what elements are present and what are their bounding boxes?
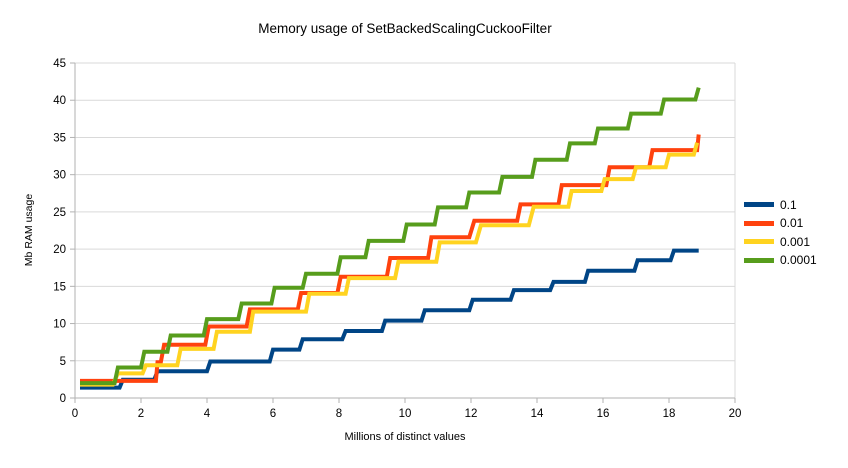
x-tick-label: 0 xyxy=(72,408,78,420)
legend-item-0.1: 0.1 xyxy=(744,197,817,212)
y-tick-label: 10 xyxy=(53,319,66,331)
x-tick-label: 14 xyxy=(531,408,544,420)
chart-title: Memory usage of SetBackedScalingCuckooFi… xyxy=(258,21,552,36)
legend-swatch-0.0001 xyxy=(744,257,774,263)
y-tick-label: 30 xyxy=(53,170,66,182)
y-tick-label: 15 xyxy=(53,281,66,293)
series-line-0.0001 xyxy=(80,87,701,386)
x-tick-label: 10 xyxy=(399,408,412,420)
x-tick-label: 2 xyxy=(138,408,144,420)
x-axis-title: Millions of distinct values xyxy=(344,431,466,443)
series-line-0.001 xyxy=(80,142,700,387)
legend-item-0.01: 0.01 xyxy=(744,216,817,230)
series-line-0.1 xyxy=(80,248,699,390)
legend-swatch-0.1 xyxy=(744,202,774,207)
y-tick-label: 40 xyxy=(53,95,66,107)
legend-swatch-0.001 xyxy=(744,239,774,244)
y-tick-label: 20 xyxy=(53,244,66,256)
x-tick-label: 6 xyxy=(270,408,276,420)
x-tick-label: 16 xyxy=(597,408,610,420)
x-tick-label: 4 xyxy=(204,408,211,420)
x-tick-label: 12 xyxy=(465,408,478,420)
legend-item-0.0001: 0.0001 xyxy=(744,253,817,267)
y-tick-label: 25 xyxy=(53,207,66,219)
y-tick-label: 5 xyxy=(60,356,66,368)
x-tick-label: 18 xyxy=(663,408,676,420)
legend-label: 0.0001 xyxy=(780,253,817,267)
legend-label: 0.001 xyxy=(780,234,811,249)
legend-item-0.001: 0.001 xyxy=(744,234,817,249)
y-tick-label: 35 xyxy=(53,132,66,144)
legend: 0.1 0.01 0.001 0.0001 xyxy=(744,198,817,272)
y-tick-label: 0 xyxy=(60,393,66,405)
legend-label: 0.01 xyxy=(780,216,804,230)
x-tick-label: 20 xyxy=(729,408,742,420)
y-tick-label: 45 xyxy=(53,58,66,70)
legend-label: 0.1 xyxy=(780,197,797,212)
legend-swatch-0.01 xyxy=(744,220,774,226)
x-tick-label: 8 xyxy=(336,408,342,420)
series-line-0.01 xyxy=(80,134,701,383)
